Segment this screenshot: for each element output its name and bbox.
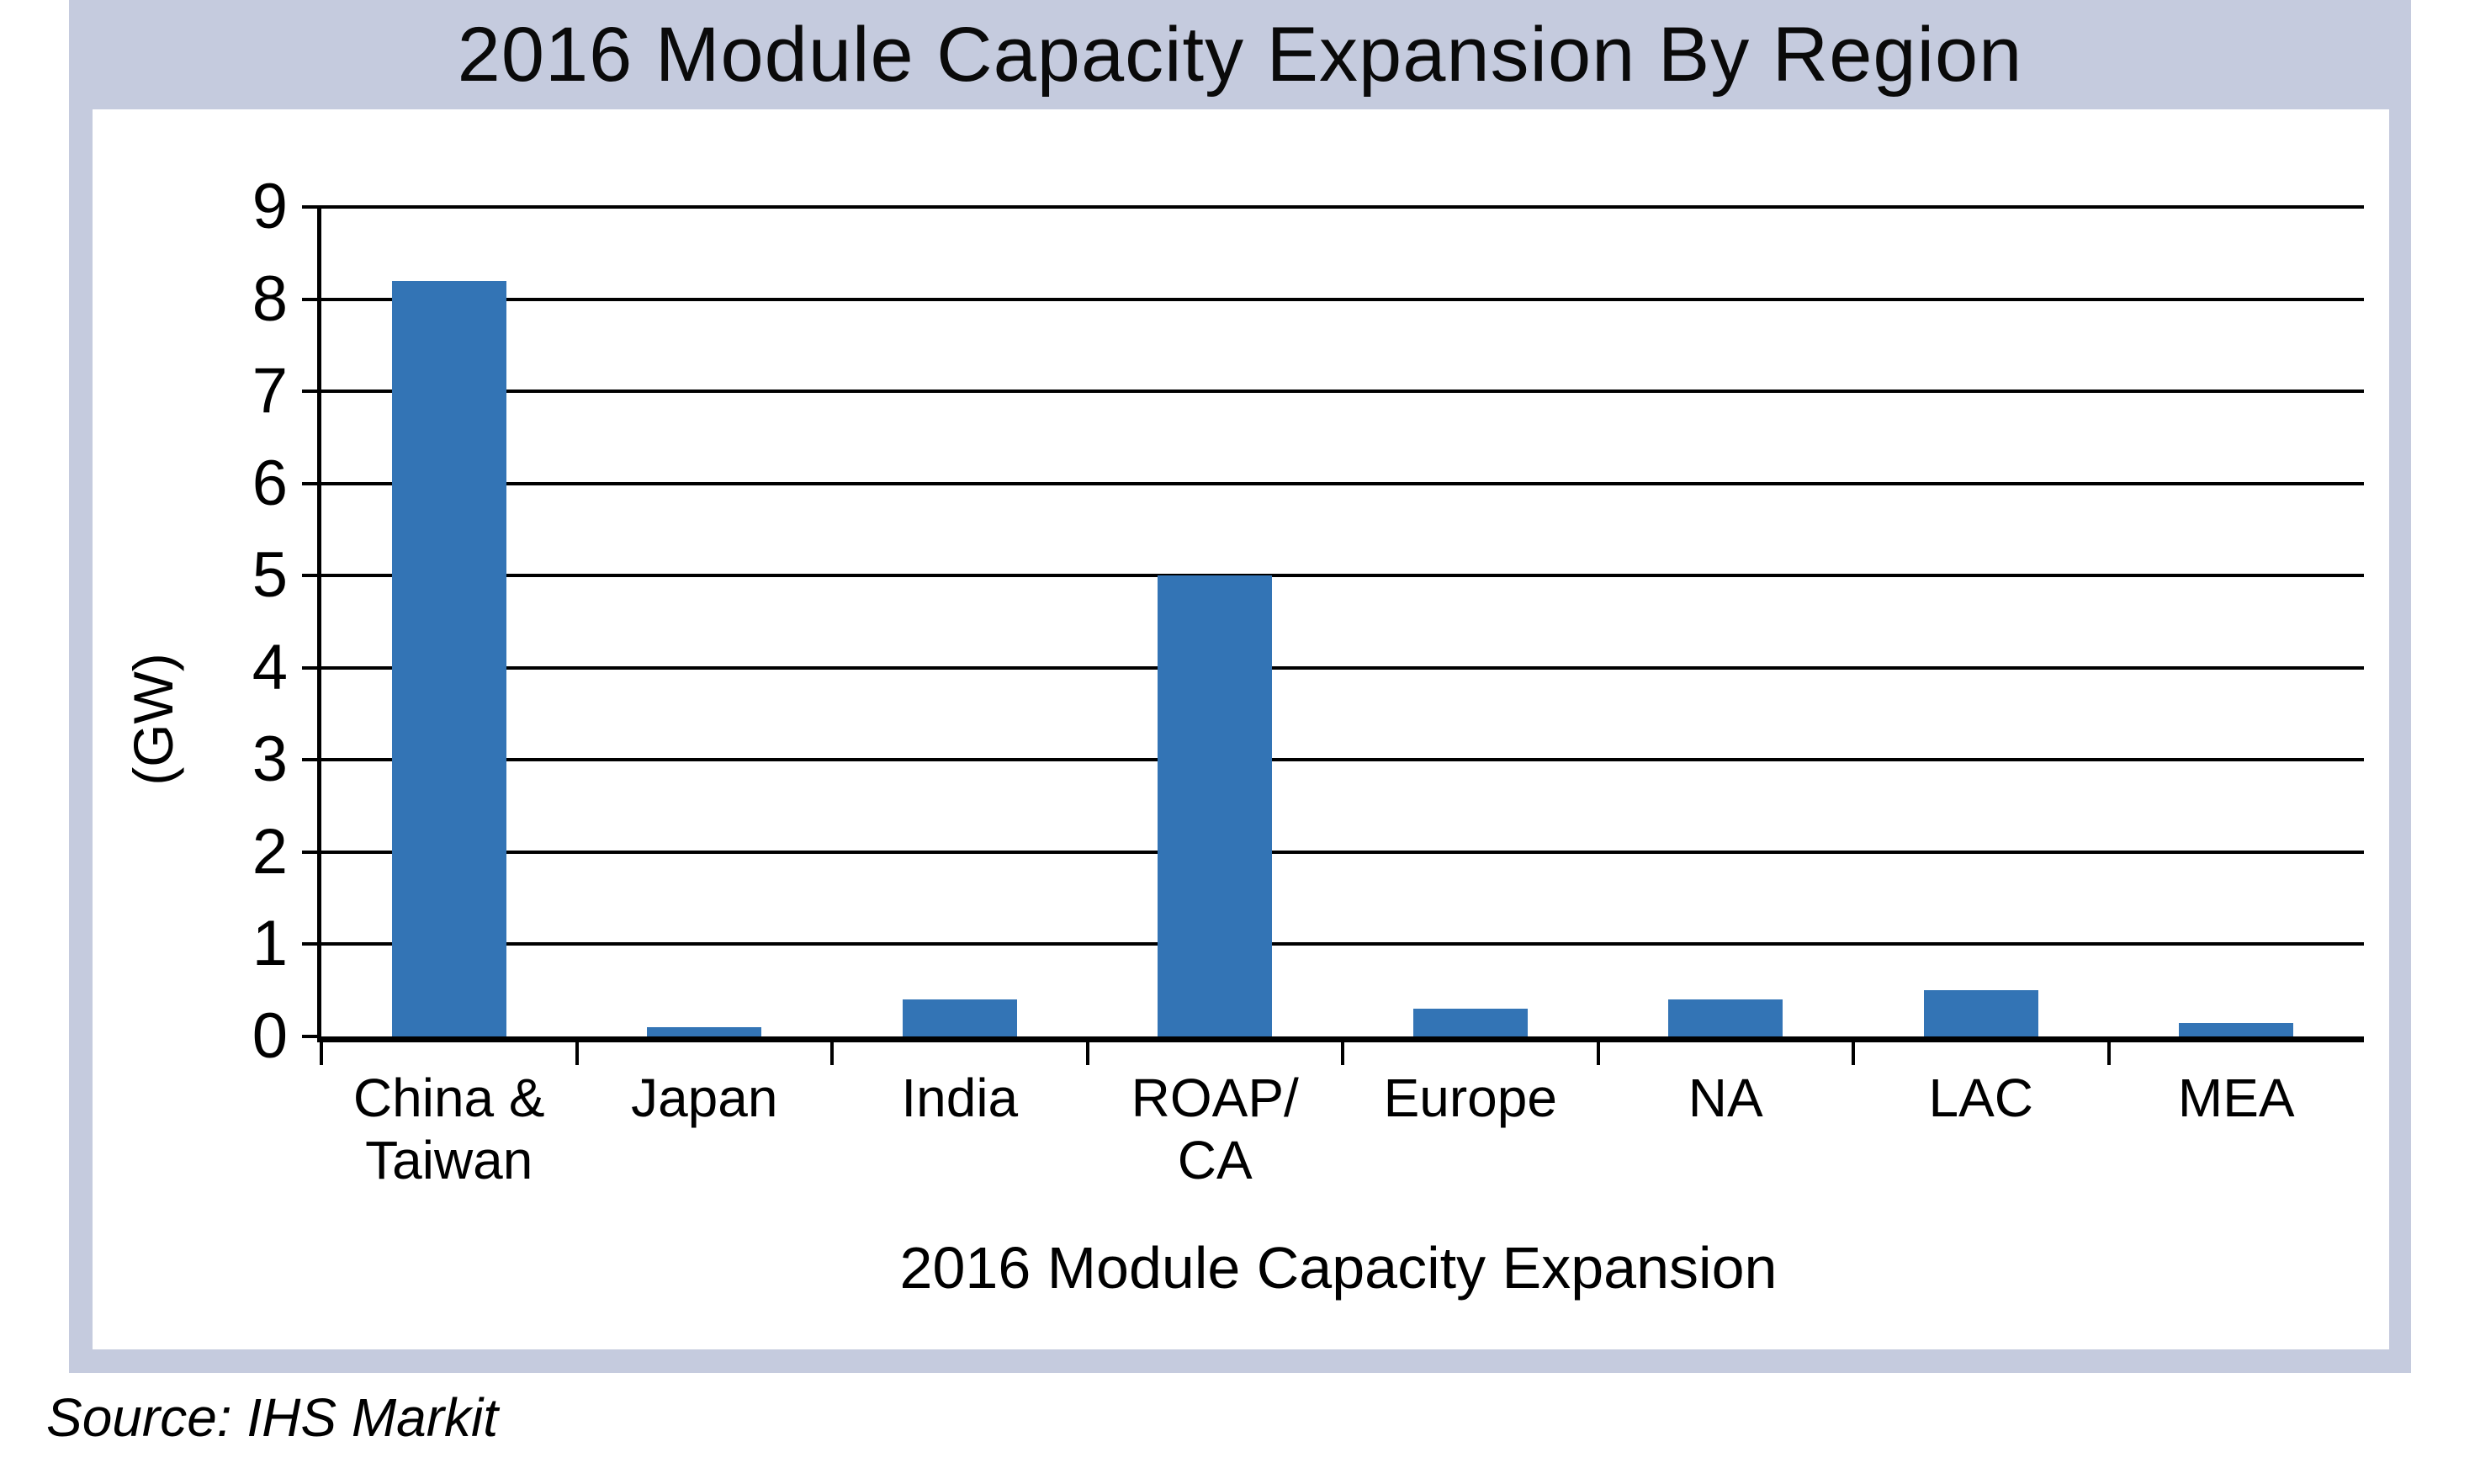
x-category-label: MEA	[2177, 1068, 2295, 1128]
y-tick-label: 1	[252, 908, 288, 980]
y-tick-label: 5	[252, 539, 288, 612]
y-axis-tick	[302, 205, 321, 209]
gridline	[321, 850, 2364, 854]
y-tick-label: 9	[252, 171, 288, 242]
bar	[1923, 990, 2038, 1036]
y-tick-label: 2	[252, 815, 288, 888]
plot-area: 0 1 2 3 4 5 6 7 8 9 China & Taiwan Japan India ROAP/ …	[252, 172, 2364, 1190]
source-note: Source: IHS Markit	[46, 1387, 499, 1448]
y-tick-label: 8	[252, 262, 288, 335]
bar	[1412, 1009, 1528, 1036]
gridline	[321, 574, 2364, 578]
x-category-label: China & Taiwan	[352, 1068, 545, 1190]
x-axis-tick	[1341, 1042, 1344, 1065]
chart-frame: 2016 Module Capacity Expansion By Region…	[69, 0, 2411, 1373]
gridline	[321, 942, 2364, 946]
x-category-label: LAC	[1928, 1068, 2034, 1128]
plot-panel: (GW) 0 1 2 3 4 5 6 7 8 9 China & Taiwan Japan India R…	[93, 109, 2389, 1349]
chart-title: 2016 Module Capacity Expansion By Region	[457, 11, 2023, 98]
y-tick-label: 3	[252, 723, 288, 796]
x-axis-tick	[1596, 1042, 1600, 1065]
x-axis-tick	[575, 1042, 579, 1065]
x-axis-tick	[320, 1042, 323, 1065]
y-tick-label: 0	[252, 1000, 288, 1072]
y-tick-label: 7	[252, 355, 288, 427]
gridline	[321, 758, 2364, 762]
y-axis-tick	[302, 297, 321, 301]
y-axis-tick	[302, 390, 321, 394]
bar	[647, 1027, 762, 1036]
y-axis-tick	[302, 574, 321, 578]
bar	[1668, 999, 1783, 1036]
y-axis-tick	[302, 850, 321, 854]
x-axis-tick	[2106, 1042, 2111, 1065]
x-category-label: ROAP/ CA	[1131, 1068, 1299, 1190]
x-category-label: NA	[1688, 1068, 1763, 1128]
x-category-label: India	[901, 1068, 1019, 1128]
y-axis-tick	[302, 481, 321, 485]
title-band: 2016 Module Capacity Expansion By Region	[69, 0, 2411, 109]
y-axis-tick	[302, 1035, 321, 1038]
y-tick-label: 4	[252, 631, 288, 703]
y-axis-tick	[302, 758, 321, 762]
bar	[2179, 1022, 2294, 1036]
bar	[1158, 575, 1273, 1036]
x-category-label: Europe	[1383, 1068, 1557, 1128]
gridline	[321, 390, 2364, 394]
y-axis-tick	[302, 665, 321, 670]
gridline	[321, 481, 2364, 485]
bar	[902, 999, 1017, 1036]
y-tick-label: 6	[252, 447, 288, 519]
gridline	[321, 297, 2364, 301]
y-axis-tick	[302, 942, 321, 946]
x-category-label: Japan	[631, 1068, 778, 1128]
x-axis-title: 2016 Module Capacity Expansion	[899, 1235, 1778, 1301]
x-axis-tick	[1852, 1042, 1855, 1065]
x-axis-tick	[1085, 1042, 1089, 1065]
bar	[391, 280, 506, 1036]
gridline	[321, 665, 2364, 670]
gridline	[321, 205, 2364, 209]
x-axis-tick	[830, 1042, 834, 1065]
